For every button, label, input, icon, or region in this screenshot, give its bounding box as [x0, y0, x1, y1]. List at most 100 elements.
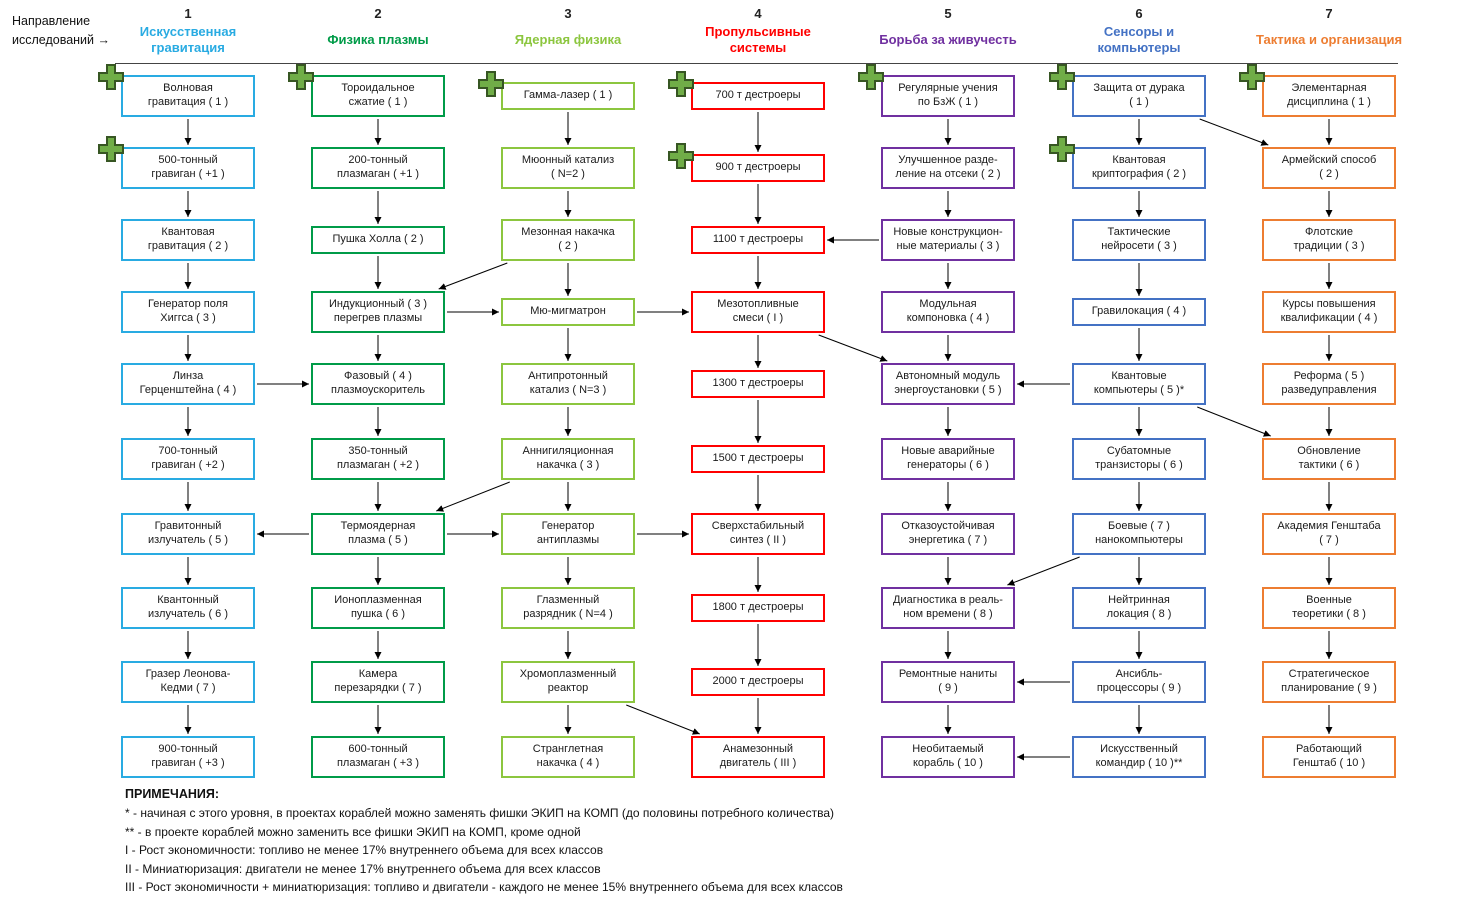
tech-node-c3-r4: Мю-мигматрон: [501, 298, 635, 326]
tech-node-c6-r3: Тактические нейросети ( 3 ): [1072, 219, 1206, 261]
tech-node-c4-r10: Анамезонный двигатель ( III ): [691, 736, 825, 778]
plus-icon: [667, 142, 695, 170]
column-number: 4: [754, 6, 762, 21]
note-line: ** - в проекте кораблей можно заменить в…: [125, 824, 581, 839]
tech-node-c3-r7: Генератор антиплазмы: [501, 513, 635, 555]
note-line: I - Рост экономичности: топливо не менее…: [125, 843, 604, 857]
tech-node-c7-r1: Элементарная дисциплина ( 1 ): [1262, 75, 1396, 117]
note-line: II - Миниатюризация: двигатели не менее …: [125, 861, 601, 876]
tech-node-c3-r2: Мюонный катализ ( N=2 ): [501, 147, 635, 189]
tech-node-c7-r2: Армейский способ ( 2 ): [1262, 147, 1396, 189]
tech-node-c5-r9: Ремонтные наниты ( 9 ): [881, 661, 1015, 703]
axis-label: Направление исследований →: [12, 14, 110, 47]
note-line: III - Рост экономичности + миниатюризаци…: [125, 880, 843, 894]
tech-node-c6-r9: Ансибль- процессоры ( 9 ): [1072, 661, 1206, 703]
tech-node-c2-r7: Термоядерная плазма ( 5 ): [311, 513, 445, 555]
tech-node-c3-r5: Антипротонный катализ ( N=3 ): [501, 363, 635, 405]
tech-node-c2-r2: 200-тонный плазмаган ( +1 ): [311, 147, 445, 189]
column-number: 7: [1325, 6, 1333, 21]
tech-node-c5-r1: Регулярные учения по БзЖ ( 1 ): [881, 75, 1015, 117]
tech-node-c5-r7: Отказоустойчивая энергетика ( 7 ): [881, 513, 1015, 555]
tech-node-c4-r4: Мезотопливные смеси ( I ): [691, 291, 825, 333]
tech-node-c3-r8: Глазменный разрядник ( N=4 ): [501, 587, 635, 629]
tech-node-c7-r9: Стратегическое планирование ( 9 ): [1262, 661, 1396, 703]
tech-node-c7-r5: Реформа ( 5 ) разведуправления: [1262, 363, 1396, 405]
column-number: 3: [564, 6, 572, 21]
tech-node-c1-r1: Волновая гравитация ( 1 ): [121, 75, 255, 117]
plus-icon: [97, 135, 125, 163]
tech-node-c5-r4: Модульная компоновка ( 4 ): [881, 291, 1015, 333]
tech-node-c4-r9: 2000 т дестроеры: [691, 668, 825, 696]
tech-node-c6-r2: Квантовая криптография ( 2 ): [1072, 147, 1206, 189]
tech-node-c4-r7: Сверхстабильный синтез ( II ): [691, 513, 825, 555]
plus-icon: [287, 63, 315, 91]
tech-node-c4-r2: 900 т дестроеры: [691, 154, 825, 182]
tech-node-c5-r5: Автономный модуль энергоустановки ( 5 ): [881, 363, 1015, 405]
tech-node-c2-r3: Пушка Холла ( 2 ): [311, 226, 445, 254]
tech-node-c6-r1: Защита от дурака ( 1 ): [1072, 75, 1206, 117]
tech-node-c5-r2: Улучшенное разде- ление на отсеки ( 2 ): [881, 147, 1015, 189]
tech-node-c5-r8: Диагностика в реаль- ном времени ( 8 ): [881, 587, 1015, 629]
dependency-arrow: [436, 481, 510, 512]
tech-node-c5-r10: Необитаемый корабль ( 10 ): [881, 736, 1015, 778]
tech-node-c4-r5: 1300 т дестроеры: [691, 370, 825, 398]
tech-node-c4-r6: 1500 т дестроеры: [691, 445, 825, 473]
tech-node-c6-r10: Искусственный командир ( 10 )**: [1072, 736, 1206, 778]
tech-node-c2-r10: 600-тонный плазмаган ( +3 ): [311, 736, 445, 778]
tech-node-c1-r2: 500-тонный гравиган ( +1 ): [121, 147, 255, 189]
tech-node-c6-r6: Субатомные транзисторы ( 6 ): [1072, 438, 1206, 480]
tech-node-c4-r3: 1100 т дестроеры: [691, 226, 825, 254]
tech-node-c6-r7: Боевые ( 7 ) нанокомпьютеры: [1072, 513, 1206, 555]
notes: ПРИМЕЧАНИЯ: * - начиная с этого уровня, …: [125, 787, 843, 897]
tech-node-c5-r6: Новые аварийные генераторы ( 6 ): [881, 438, 1015, 480]
tech-node-c1-r4: Генератор поля Хиггса ( 3 ): [121, 291, 255, 333]
tech-node-c2-r8: Ионоплазменная пушка ( 6 ): [311, 587, 445, 629]
tech-node-c7-r10: Работающий Генштаб ( 10 ): [1262, 736, 1396, 778]
plus-icon: [667, 70, 695, 98]
column-number: 5: [944, 6, 952, 21]
tech-node-c1-r7: Гравитонный излучатель ( 5 ): [121, 513, 255, 555]
tech-node-c4-r1: 700 т дестроеры: [691, 82, 825, 110]
tech-node-c7-r3: Флотские традиции ( 3 ): [1262, 219, 1396, 261]
tech-node-c6-r8: Нейтринная локация ( 8 ): [1072, 587, 1206, 629]
tech-node-c2-r1: Тороидальное сжатие ( 1 ): [311, 75, 445, 117]
header-divider: [115, 63, 1398, 64]
note-line: * - начиная с этого уровня, в проектах к…: [125, 806, 834, 820]
tech-node-c1-r8: Квантонный излучатель ( 6 ): [121, 587, 255, 629]
dependency-arrow: [626, 704, 700, 735]
plus-icon: [97, 63, 125, 91]
column-title: Ядерная физика: [514, 31, 622, 47]
tech-node-c3-r6: Аннигиляционная накачка ( 3 ): [501, 438, 635, 480]
tech-node-c7-r4: Курсы повышения квалификации ( 4 ): [1262, 291, 1396, 333]
column-title: Борьба за живучесть: [879, 31, 1017, 47]
column-title: Сенсоры и компьютеры: [1097, 23, 1181, 55]
column-title: Тактика и организация: [1255, 31, 1403, 47]
tech-node-c6-r5: Квантовые компьютеры ( 5 )*: [1072, 363, 1206, 405]
dependency-arrow: [818, 334, 888, 362]
tech-node-c3-r1: Гамма-лазер ( 1 ): [501, 82, 635, 110]
plus-icon: [857, 63, 885, 91]
tech-node-c1-r6: 700-тонный гравиган ( +2 ): [121, 438, 255, 480]
tech-node-c3-r3: Мезонная накачка ( 2 ): [501, 219, 635, 261]
column-title: Физика плазмы: [327, 31, 429, 47]
tech-node-c5-r3: Новые конструкцион- ные материалы ( 3 ): [881, 219, 1015, 261]
tech-node-c2-r4: Индукционный ( 3 ) перегрев плазмы: [311, 291, 445, 333]
dependency-arrow: [1007, 556, 1080, 586]
dependency-arrow: [1197, 406, 1271, 437]
tech-node-c7-r7: Академия Генштаба ( 7 ): [1262, 513, 1396, 555]
plus-icon: [1048, 63, 1076, 91]
dependency-arrow: [1199, 118, 1269, 146]
note-lines: * - начиная с этого уровня, в проектах к…: [125, 804, 843, 897]
tech-node-c1-r5: Линза Герценштейна ( 4 ): [121, 363, 255, 405]
tech-node-c2-r6: 350-тонный плазмаган ( +2 ): [311, 438, 445, 480]
notes-title: ПРИМЕЧАНИЯ:: [125, 787, 220, 801]
tech-node-c2-r9: Камера перезарядки ( 7 ): [311, 661, 445, 703]
tech-node-c1-r9: Гразер Леонова- Кедми ( 7 ): [121, 661, 255, 703]
tech-node-c7-r6: Обновление тактики ( 6 ): [1262, 438, 1396, 480]
column-title: Искусственная гравитация: [139, 23, 237, 55]
tech-node-c1-r10: 900-тонный гравиган ( +3 ): [121, 736, 255, 778]
tech-node-c4-r8: 1800 т дестроеры: [691, 594, 825, 622]
tech-node-c3-r9: Хромоплазменный реактор: [501, 661, 635, 703]
column-number: 6: [1135, 6, 1143, 21]
